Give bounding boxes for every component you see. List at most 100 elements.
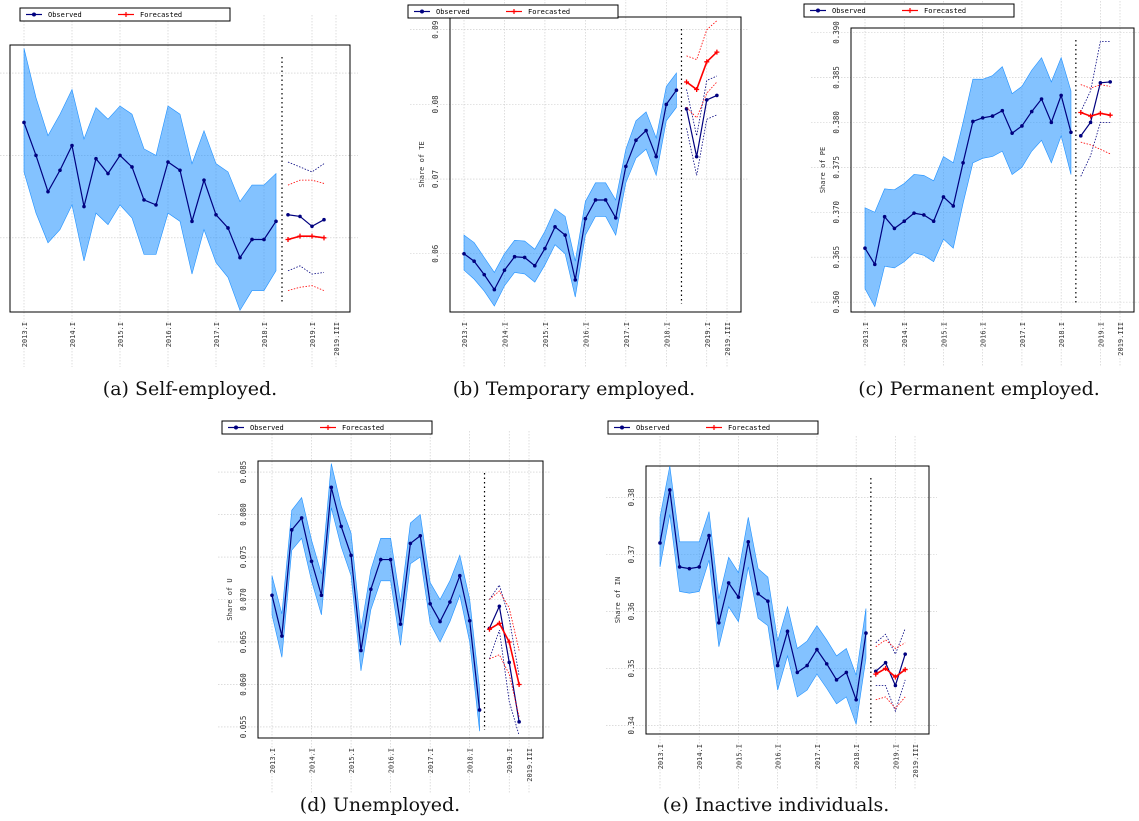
observed-out-of-sample-line xyxy=(685,94,718,157)
observed-out-of-sample-point xyxy=(1078,134,1083,138)
observed-point xyxy=(980,116,985,120)
y-axis-label: Share of TE xyxy=(418,141,426,187)
y-tick-label: 0.055 xyxy=(239,716,248,739)
chart-inactive-individuals: 0.34 0.35 0.36 0.37 0.38 Share of IN 2013.I 201… xyxy=(606,420,937,789)
observed-out-of-sample-point xyxy=(310,224,314,229)
observed-out-of-sample-line xyxy=(875,653,906,688)
legend-observed-label: Observed xyxy=(48,11,82,19)
observed-out-of-sample-point xyxy=(517,720,521,724)
observed-point xyxy=(1000,108,1005,113)
observed-point xyxy=(34,153,38,158)
legend-observed-marker xyxy=(620,425,624,430)
observed-point xyxy=(166,160,170,164)
observed-point xyxy=(573,278,578,282)
observed-point xyxy=(824,662,829,666)
observed-point xyxy=(262,237,266,242)
observed-point xyxy=(274,219,278,224)
x-tick-label: 2013.I xyxy=(657,744,665,769)
x-tick-label: 2014.I xyxy=(69,322,77,347)
observed-point xyxy=(805,663,809,668)
forecast-upper-bound xyxy=(875,639,906,649)
observed-point xyxy=(902,219,907,224)
observed-out-of-sample-point xyxy=(1108,80,1112,84)
chart-self-employed: 0.1250.1300.135Share of SE2013.I2014.I20… xyxy=(0,7,358,367)
observed-point xyxy=(756,591,760,596)
legend-forecasted-label: Forecasted xyxy=(728,424,770,432)
forecast-point xyxy=(516,681,522,687)
observed-point xyxy=(512,254,517,259)
observed-point xyxy=(482,272,487,277)
chart-panel-permanent-employed: 0.360 0.365 0.370 0.375 0.380 0.385 0.390 Share… xyxy=(796,0,1139,400)
observed-point xyxy=(1059,93,1063,98)
x-tick-label: 2017.I xyxy=(1019,322,1027,347)
observed-out-of-sample-point xyxy=(873,669,878,674)
forecast-point xyxy=(321,235,327,241)
observed-point xyxy=(882,214,887,219)
caption-self-employed: (a) Self-employed. xyxy=(102,378,278,400)
forecast-point xyxy=(714,49,720,55)
forecast-point xyxy=(1097,110,1103,116)
observed-out-of-sample-point xyxy=(286,212,290,217)
observed-point xyxy=(912,211,916,215)
observed-upper-bound xyxy=(875,628,906,656)
forecast-point xyxy=(694,86,700,92)
observed-point xyxy=(250,237,254,242)
x-tick-label: 2016.I xyxy=(775,744,783,769)
observed-point xyxy=(388,557,393,562)
observed-point xyxy=(522,255,527,260)
legend-observed-marker xyxy=(234,425,238,430)
x-tick-label: 2016.I xyxy=(582,322,590,347)
observed-series-line xyxy=(271,487,481,711)
observed-point xyxy=(359,648,363,653)
observed-point xyxy=(82,204,86,209)
observed-point xyxy=(280,634,284,638)
observed-point xyxy=(142,198,146,202)
y-tick-label: 0.36 xyxy=(627,602,636,621)
observed-point xyxy=(644,128,648,133)
observed-point xyxy=(563,233,567,237)
legend-forecasted-label: Forecasted xyxy=(924,7,966,15)
caption-inactive-individuals: (e) Inactive individuals. xyxy=(662,794,890,816)
x-tick-label: 2019.I xyxy=(704,322,712,347)
observed-point xyxy=(795,670,800,675)
forecast-series-line xyxy=(489,622,520,685)
observed-point xyxy=(834,678,839,682)
observed-point xyxy=(130,165,134,169)
y-tick-label: 0.065 xyxy=(239,631,248,654)
y-tick-label: 0.085 xyxy=(239,461,248,484)
forecast-lower-bound xyxy=(489,654,520,717)
y-tick-label: 0.370 xyxy=(832,200,841,223)
x-tick-label: 2017.I xyxy=(623,322,631,347)
observed-point xyxy=(736,595,741,599)
observed-point xyxy=(329,485,334,490)
legend-observed-label: Observed xyxy=(832,7,866,15)
observed-point xyxy=(154,203,158,207)
observed-out-of-sample-point xyxy=(1088,120,1093,125)
x-tick-label: 2019.I xyxy=(1097,322,1105,347)
observed-point xyxy=(94,156,98,161)
observed-point xyxy=(178,168,182,173)
x-tick-label: 2019.III xyxy=(333,322,341,356)
observed-point xyxy=(746,540,751,544)
forecast-point xyxy=(486,626,492,632)
observed-point xyxy=(438,619,442,624)
observed-upper-bound xyxy=(686,75,718,136)
chart-unemployed: 0.055 0.060 0.065 0.070 0.075 0.080 0.085 Share… xyxy=(218,420,551,793)
y-tick-label: 0.34 xyxy=(627,716,636,735)
y-tick-label: 0.06 xyxy=(431,244,440,263)
observed-out-of-sample-point xyxy=(322,217,326,222)
observed-point xyxy=(603,198,608,202)
forecast-point xyxy=(297,233,303,239)
forecast-upper-bound xyxy=(287,179,325,186)
confidence-band xyxy=(463,72,677,307)
forecast-point xyxy=(285,236,291,242)
observed-point xyxy=(202,178,206,182)
observed-point xyxy=(118,153,122,158)
x-tick-label: 2016.I xyxy=(165,322,173,347)
x-tick-label: 2015.I xyxy=(735,744,743,769)
y-tick-label: 0.080 xyxy=(239,503,248,526)
forecast-point xyxy=(1088,113,1094,119)
legend-observed-marker xyxy=(420,9,424,14)
observed-point xyxy=(398,622,403,626)
forecast-upper-bound xyxy=(1080,84,1111,89)
